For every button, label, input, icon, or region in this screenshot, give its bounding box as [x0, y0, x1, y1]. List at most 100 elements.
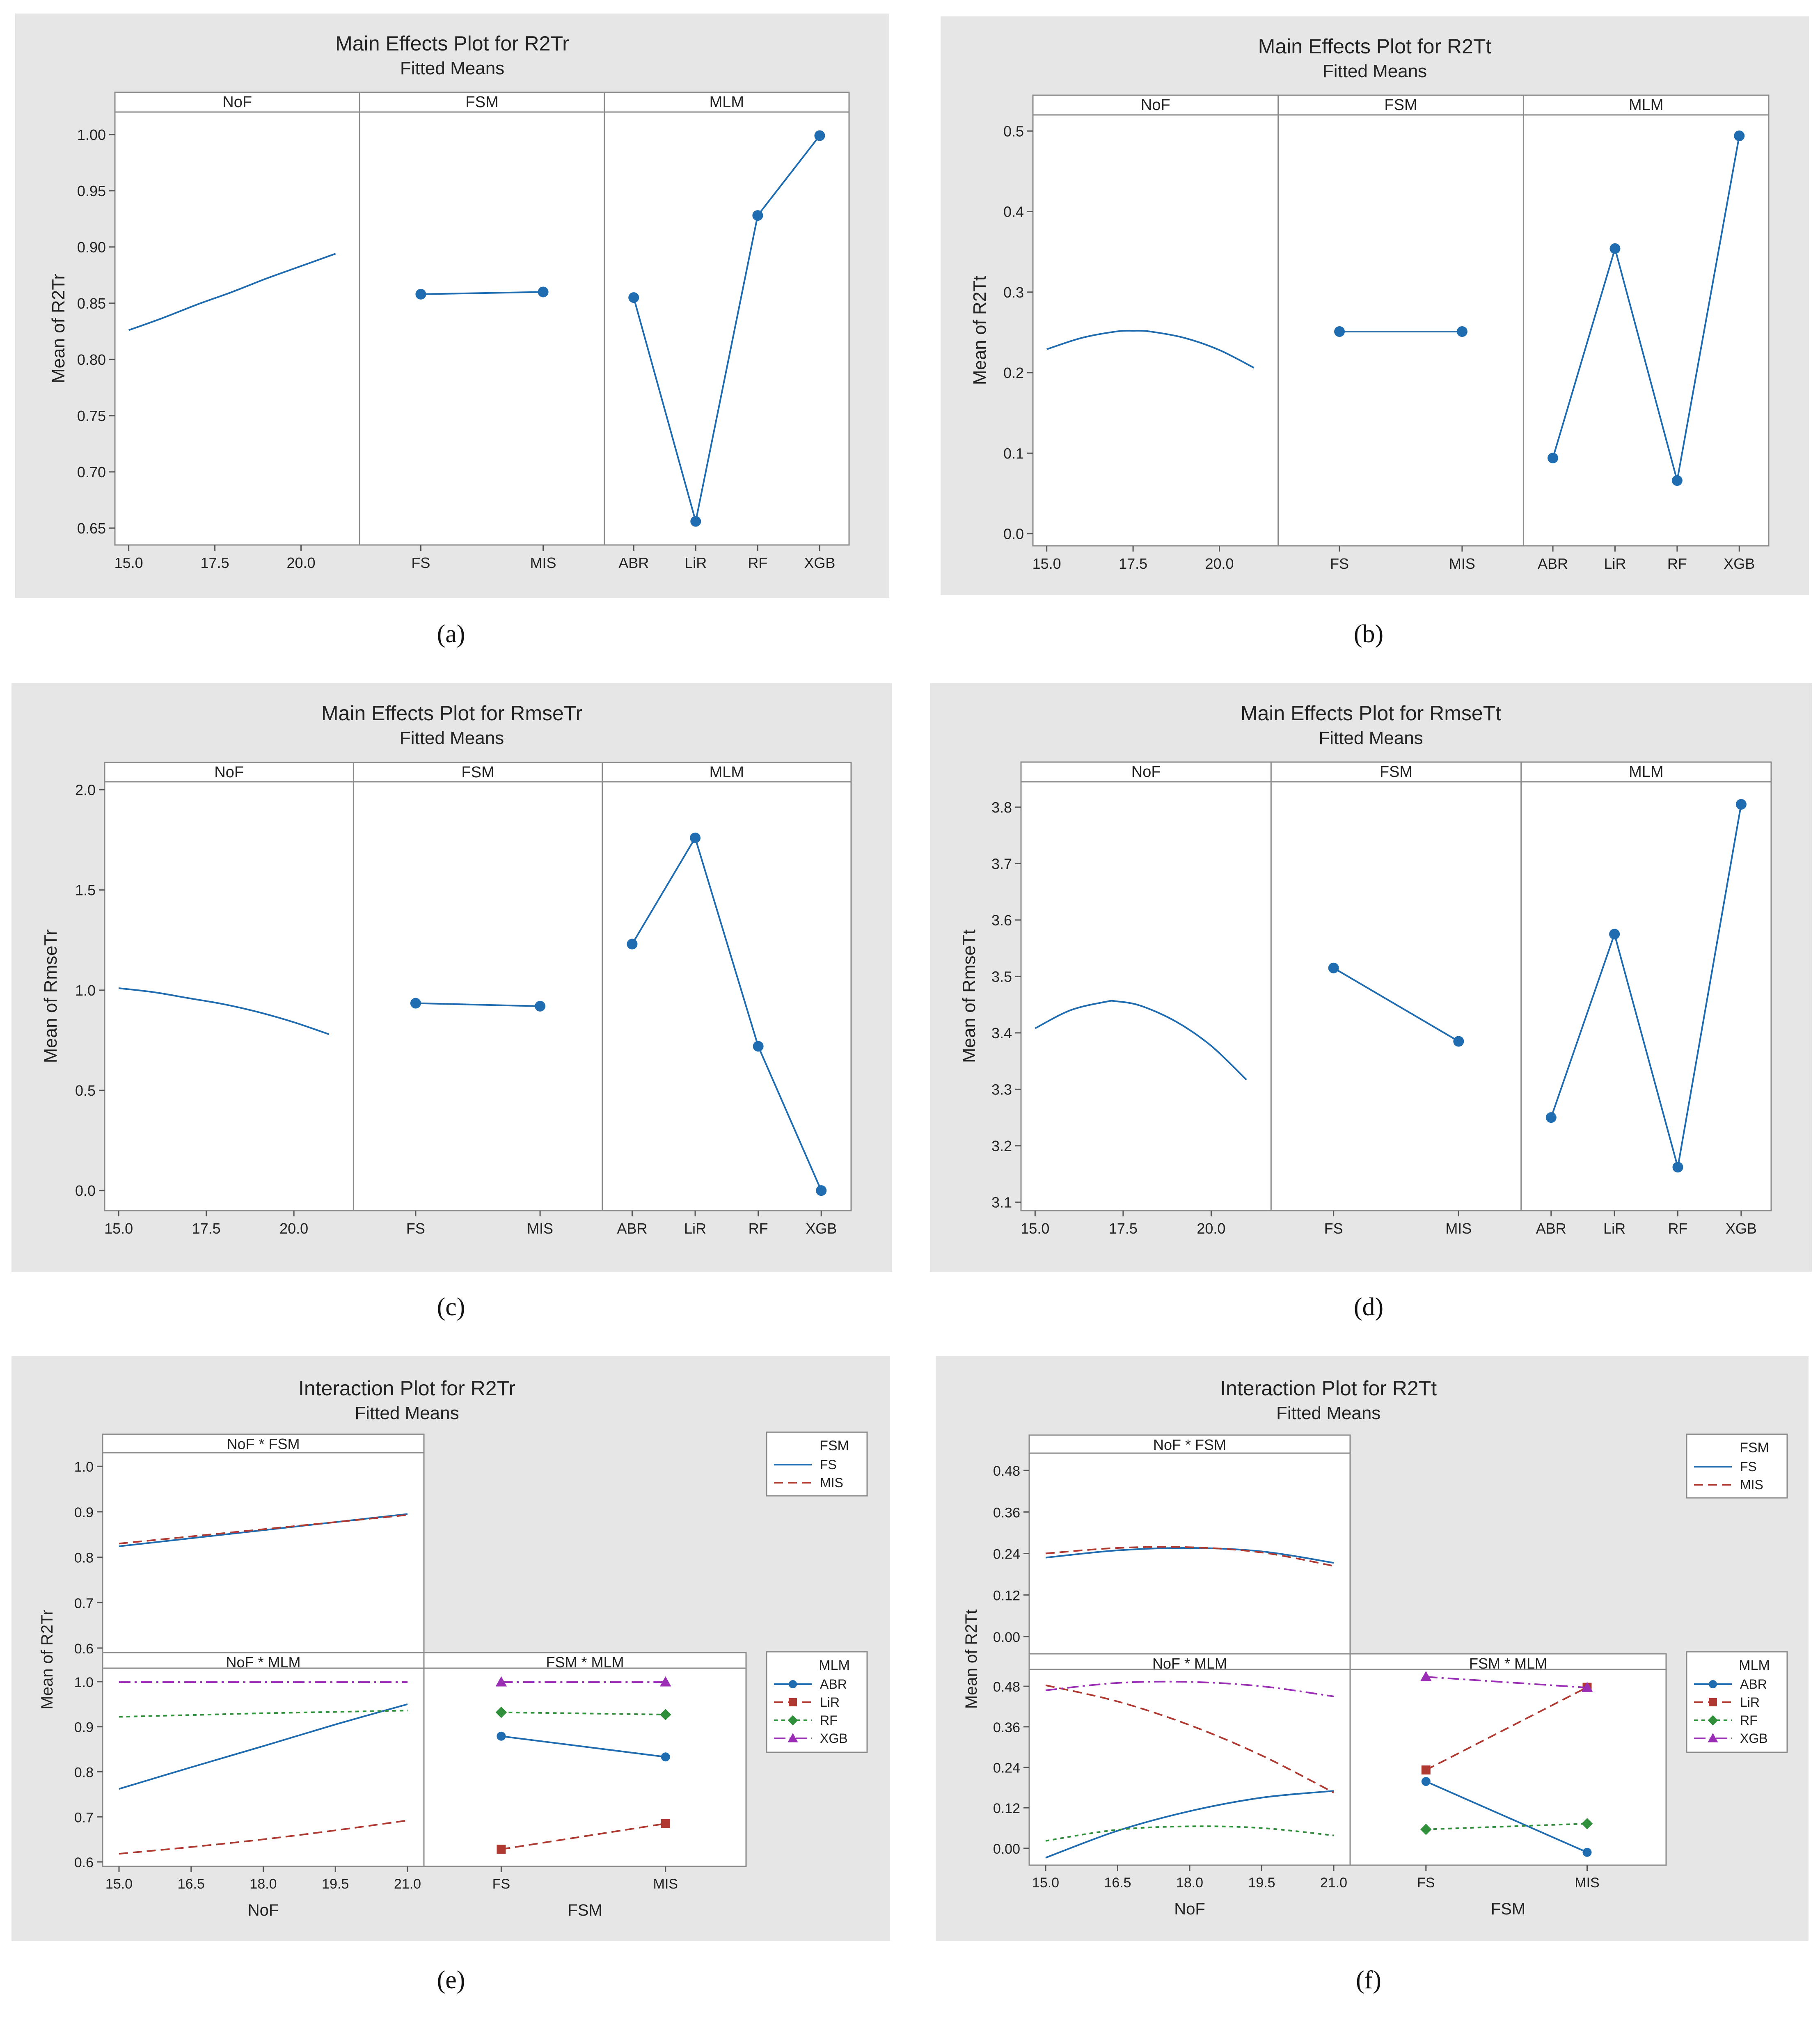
data-point-xgb — [1735, 799, 1747, 810]
y-tick-label: 0.6 — [74, 1855, 94, 1870]
data-point-xgb — [495, 1676, 507, 1687]
chart-title: Main Effects Plot for R2Tr — [335, 32, 569, 55]
plot-area — [114, 92, 850, 546]
data-point-xgb — [660, 1676, 671, 1687]
x-tick-label: 17.5 — [1119, 555, 1147, 572]
y-tick-label: 3.7 — [991, 855, 1012, 872]
y-axis-label: Mean of RmseTr — [41, 929, 61, 1063]
x-tick-label: 20.0 — [287, 554, 316, 571]
y-tick-label: 2.0 — [75, 782, 96, 799]
series-line-nof-lir — [119, 1820, 408, 1855]
y-tick-label: 0.75 — [77, 408, 106, 424]
legend-marker-abr — [789, 1680, 797, 1688]
series-line-fsm-rf — [501, 1711, 666, 1716]
y-tick-label: 1.0 — [74, 1459, 94, 1475]
legend-box-fsm — [1686, 1433, 1788, 1499]
legend-marker-rf — [1708, 1715, 1718, 1726]
x-tick-label-xgb: XGB — [1726, 1220, 1757, 1237]
data-point-fs — [415, 288, 426, 300]
caption-e: (e) — [437, 1966, 465, 1994]
y-tick-label: 0.7 — [74, 1596, 94, 1611]
chart-subtitle: Fitted Means — [400, 728, 504, 748]
data-point-lir — [497, 1845, 506, 1854]
effect-line-fsm — [415, 1002, 540, 1007]
x-tick-label-lir: LiR — [684, 1220, 706, 1237]
x-tick-label-rf: RF — [748, 554, 767, 571]
legend-box-mlm — [1686, 1651, 1788, 1753]
data-point-rf — [660, 1709, 671, 1720]
x-tick-label-abr: ABR — [1538, 555, 1568, 572]
x-tick-label-mis: MIS — [1449, 555, 1475, 572]
x-tick-label: 20.0 — [1205, 555, 1234, 572]
facet-label-nof: NoF — [214, 764, 244, 781]
plot-area — [1020, 761, 1772, 1211]
x-tick-label-mis: MIS — [653, 1876, 678, 1892]
legend-label-abr: ABR — [820, 1677, 847, 1692]
data-point-rf — [1672, 1162, 1683, 1173]
x-tick-label-lir: LiR — [1604, 555, 1626, 572]
caption-b: (b) — [1353, 620, 1384, 648]
main-effects-chart-c: Main Effects Plot for RmseTr Fitted Means… — [41, 702, 852, 1237]
legend-label-xgb: XGB — [820, 1731, 848, 1746]
data-point-lir — [1609, 243, 1621, 254]
x-tick-label-mis: MIS — [527, 1220, 553, 1237]
legend-marker-lir — [1709, 1698, 1717, 1706]
facet-label-nof: NoF — [1131, 763, 1161, 781]
caption-d: (d) — [1353, 1293, 1384, 1321]
legend-label-rf: RF — [1740, 1713, 1758, 1728]
data-point-lir — [1421, 1765, 1431, 1775]
legend-title-fsm: FSM — [820, 1438, 849, 1454]
effect-line-mlm — [1550, 804, 1742, 1168]
legend-label-rf: RF — [820, 1713, 838, 1728]
y-tick-label: 0.1 — [1003, 445, 1024, 462]
y-axis-label: Mean of RmseTt — [959, 930, 979, 1063]
data-point-abr — [627, 939, 638, 950]
x-tick-label-rf: RF — [749, 1220, 768, 1237]
legend-label-lir: LiR — [820, 1695, 840, 1710]
data-point-rf — [753, 1041, 764, 1052]
x-tick-label: 15.0 — [104, 1220, 133, 1237]
x-tick-label-abr: ABR — [618, 554, 649, 571]
y-tick-label: 0.7 — [74, 1810, 94, 1825]
facet-label-mlm: MLM — [710, 94, 744, 111]
y-axis-label: Mean of R2Tt — [970, 276, 990, 385]
legend-marker-xgb — [788, 1733, 798, 1742]
legend-label-mis: MIS — [820, 1475, 843, 1490]
facet-label-nof-fsm: NoF * FSM — [227, 1435, 300, 1452]
x-tick-label-mis: MIS — [1575, 1875, 1599, 1891]
effect-line-mlm — [1552, 135, 1740, 481]
plot-area — [104, 762, 852, 1211]
series-line-nof-abr — [119, 1703, 408, 1790]
legend-label-lir: LiR — [1740, 1695, 1760, 1710]
data-point-lir — [661, 1819, 670, 1828]
data-point-xgb — [816, 1185, 827, 1196]
effect-curve-nof — [1046, 330, 1255, 369]
x-tick-label: 21.0 — [1320, 1875, 1347, 1891]
effect-line-fsm — [421, 291, 543, 295]
y-tick-label: 0.6 — [74, 1641, 94, 1657]
data-point-rf — [752, 210, 763, 221]
legend-title-fsm: FSM — [1740, 1440, 1769, 1456]
x-tick-label: 18.0 — [1176, 1875, 1203, 1891]
y-tick-label: 3.6 — [991, 912, 1012, 929]
chart-title: Interaction Plot for R2Tt — [1220, 1377, 1437, 1400]
x-tick-label-xgb: XGB — [804, 554, 835, 571]
data-point-abr — [497, 1731, 506, 1741]
facet-label-nof-mlm: NoF * MLM — [1152, 1655, 1227, 1672]
y-tick-label: 0.48 — [993, 1679, 1020, 1695]
legend-title-mlm: MLM — [819, 1658, 850, 1673]
data-point-mis — [538, 286, 549, 298]
caption-a: (a) — [437, 620, 465, 648]
data-point-fs — [1328, 962, 1339, 973]
legend-label-abr: ABR — [1740, 1677, 1767, 1692]
data-point-lir — [690, 832, 701, 843]
series-line-nof-xgb — [1045, 1680, 1334, 1697]
main-effects-chart-b: Main Effects Plot for R2Tt Fitted Means 0.… — [970, 35, 1770, 572]
x-tick-label-rf: RF — [1667, 555, 1687, 572]
y-tick-label: 0.65 — [77, 520, 106, 537]
caption-c: (c) — [437, 1293, 465, 1321]
x-tick-label: 15.0 — [1032, 555, 1061, 572]
x-tick-label: 17.5 — [192, 1220, 221, 1237]
x-tick-label-fs: FS — [406, 1220, 425, 1237]
facet-label-fsm-mlm: FSM * MLM — [546, 1654, 624, 1671]
